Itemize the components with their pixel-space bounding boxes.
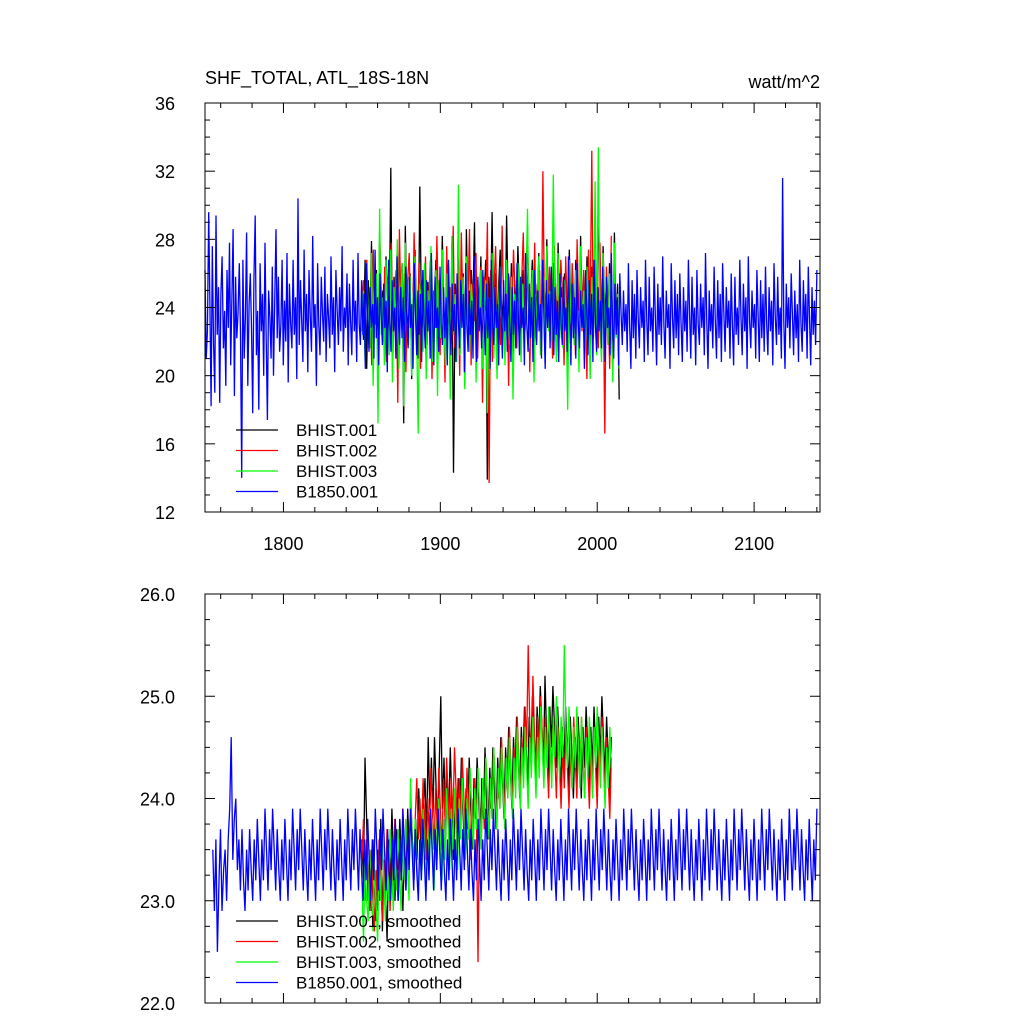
y-tick-label: 24 xyxy=(155,299,175,319)
y-tick-label: 22.0 xyxy=(140,994,175,1014)
series-line-1-3 xyxy=(212,737,818,952)
y-tick-label: 23.0 xyxy=(140,892,175,912)
y-tick-label: 36 xyxy=(155,94,175,114)
legend-label: BHIST.002 xyxy=(296,442,377,461)
legend: BHIST.001, smoothed BHIST.002, smoothedBH… xyxy=(236,912,462,993)
legend-label: BHIST.002, smoothed xyxy=(296,933,461,952)
series-line-1-2 xyxy=(361,645,612,942)
chart-title: SHF_TOTAL, ATL_18S-18N xyxy=(205,68,429,89)
y-tick-label: 25.0 xyxy=(140,687,175,707)
legend-label: BHIST.003 xyxy=(296,462,377,481)
y-tick-label: 20 xyxy=(155,367,175,387)
y-tick-label: 16 xyxy=(155,435,175,455)
legend-label: BHIST.001, smoothed xyxy=(296,912,461,931)
y-tick-label: 26.0 xyxy=(140,585,175,605)
legend-label: BHIST.003, smoothed xyxy=(296,953,461,972)
legend-label: B1850.001, smoothed xyxy=(296,974,462,993)
series-line-1-0 xyxy=(361,675,612,942)
legend-label: B1850.001 xyxy=(296,483,378,502)
y-tick-label: 28 xyxy=(155,230,175,250)
x-tick-label: 2100 xyxy=(734,534,774,554)
x-tick-label: 1900 xyxy=(420,534,460,554)
y-tick-label: 32 xyxy=(155,162,175,182)
legend-label: BHIST.001 xyxy=(296,421,377,440)
chart-units: watt/m^2 xyxy=(748,72,820,92)
series-line-0-3 xyxy=(204,177,818,478)
x-tick-label: 1800 xyxy=(263,534,303,554)
chart-panel-top: 1800 1900 2000 210012162024283236BHIST.001B… xyxy=(155,94,821,554)
y-tick-label: 24.0 xyxy=(140,790,175,810)
x-tick-label: 2000 xyxy=(577,534,617,554)
y-tick-label: 12 xyxy=(155,503,175,523)
